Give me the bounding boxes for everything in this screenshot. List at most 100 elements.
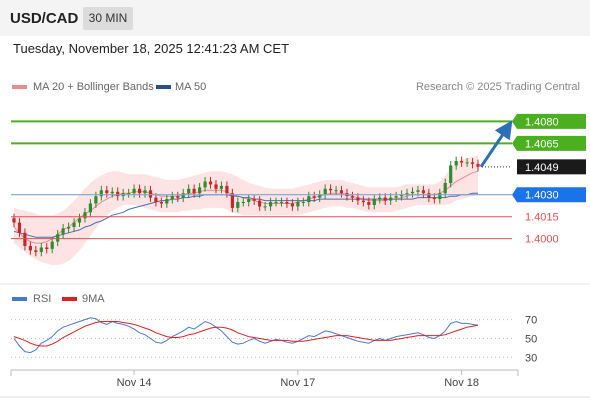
candle-body — [99, 190, 103, 197]
candle-body — [132, 188, 136, 194]
candle-body — [105, 190, 109, 194]
candle-body — [279, 202, 284, 203]
candle-body — [50, 241, 54, 249]
candle-body — [290, 203, 294, 207]
candle-body — [192, 188, 196, 194]
candle-body — [269, 202, 273, 207]
candle-body — [285, 202, 289, 204]
candle-body — [410, 191, 415, 194]
candle-body — [460, 161, 464, 163]
candle-body — [318, 194, 322, 198]
candle-body — [301, 202, 305, 203]
candle-body — [416, 190, 420, 192]
candle-body — [214, 184, 218, 189]
candle-body — [252, 199, 256, 201]
candle-body — [143, 190, 147, 194]
candle-body — [329, 188, 333, 191]
ma50-legend-label: MA 50 — [175, 81, 206, 93]
candle-body — [61, 228, 65, 235]
candle-body — [219, 185, 223, 189]
level-label-1.4065: 1.4065 — [525, 138, 559, 150]
candle-body — [236, 202, 240, 208]
candle-body — [454, 161, 458, 166]
x-axis: Nov 14 Nov 17 Nov 18 — [117, 370, 479, 389]
rsi-tick-label-50: 50 — [525, 333, 537, 345]
candle-body — [339, 190, 344, 194]
candle-body — [170, 196, 174, 200]
candle-body — [241, 202, 245, 203]
candle-body — [203, 181, 207, 188]
candle-body — [198, 187, 202, 194]
target-arrow — [479, 120, 513, 168]
candle-body — [88, 203, 92, 213]
candle-body — [323, 188, 327, 195]
rsi-ma-legend-label: 9MA — [82, 293, 105, 305]
candle-body — [77, 218, 82, 223]
ma20-legend-label: MA 20 + Bollinger Bands — [33, 81, 154, 93]
candle-body — [470, 162, 475, 164]
level-label-1.4030: 1.4030 — [525, 190, 559, 202]
candle-body — [296, 202, 300, 207]
candle-body — [181, 193, 185, 198]
candle-body — [28, 246, 32, 251]
candle-body — [476, 163, 480, 167]
rsi-ma-line — [13, 321, 479, 347]
candle-body — [230, 193, 234, 208]
candle-body — [263, 206, 267, 208]
candle-body — [465, 162, 469, 164]
candle-body — [432, 197, 436, 200]
level-tag-1.4080 — [512, 113, 586, 129]
x-tick-label: Nov 18 — [444, 377, 479, 389]
candle-body — [356, 197, 360, 201]
level-tag-1.4065 — [512, 135, 586, 151]
rsi-plot: 70 50 30 — [11, 315, 537, 364]
header-bar: USD/CAD 30 MIN — [0, 0, 590, 36]
candle-body — [334, 190, 338, 192]
candle-body — [394, 196, 398, 198]
candle-body — [372, 199, 376, 205]
candle-body — [12, 218, 16, 223]
rsi-tick-label-30: 30 — [525, 352, 537, 364]
level-label-1.4080: 1.4080 — [525, 116, 559, 128]
candle-body — [116, 191, 120, 197]
candle-body — [176, 196, 180, 198]
candle-body — [94, 196, 98, 204]
candle-body — [39, 247, 43, 252]
rsi-ma-legend-swatch — [62, 297, 77, 301]
ma50-line — [13, 192, 478, 238]
chart-timestamp: Tuesday, November 18, 2025 12:41:23 AM C… — [13, 41, 290, 56]
candle-body — [83, 212, 87, 219]
level-lines: 1.4080 1.4065 1.4049 1.4030 1.4015 1.4000 — [11, 113, 586, 246]
candle-body — [23, 232, 27, 246]
candle-body — [154, 197, 158, 202]
ma50-legend-swatch — [156, 85, 171, 89]
candle-body — [159, 202, 163, 204]
timeframe-badge[interactable]: 30 MIN — [83, 7, 133, 30]
candle-body — [421, 190, 425, 194]
candle-body — [389, 197, 393, 201]
candle-body — [67, 227, 71, 229]
candle-body — [378, 197, 382, 200]
candle-body — [17, 222, 22, 233]
candle-body — [350, 196, 354, 198]
rsi-line — [13, 317, 479, 354]
ma20-legend-swatch — [12, 85, 27, 89]
current-price-tag — [517, 159, 586, 175]
rsi-legend-swatch — [12, 297, 27, 301]
candle-body — [361, 200, 365, 203]
x-tick-label: Nov 17 — [280, 377, 315, 389]
candle-body — [165, 199, 169, 204]
current-price-label: 1.4049 — [525, 162, 559, 174]
level-tag-1.4030 — [512, 187, 586, 203]
candle-body — [56, 234, 60, 242]
candle-body — [225, 185, 229, 194]
candle-body — [449, 165, 453, 183]
candle-body — [367, 202, 371, 205]
price-plot — [12, 155, 480, 266]
candle-body — [45, 247, 49, 249]
candle-body — [148, 190, 153, 198]
instrument-title: USD/CAD — [10, 10, 79, 27]
candle-body — [110, 191, 114, 194]
candle-body — [72, 222, 76, 227]
